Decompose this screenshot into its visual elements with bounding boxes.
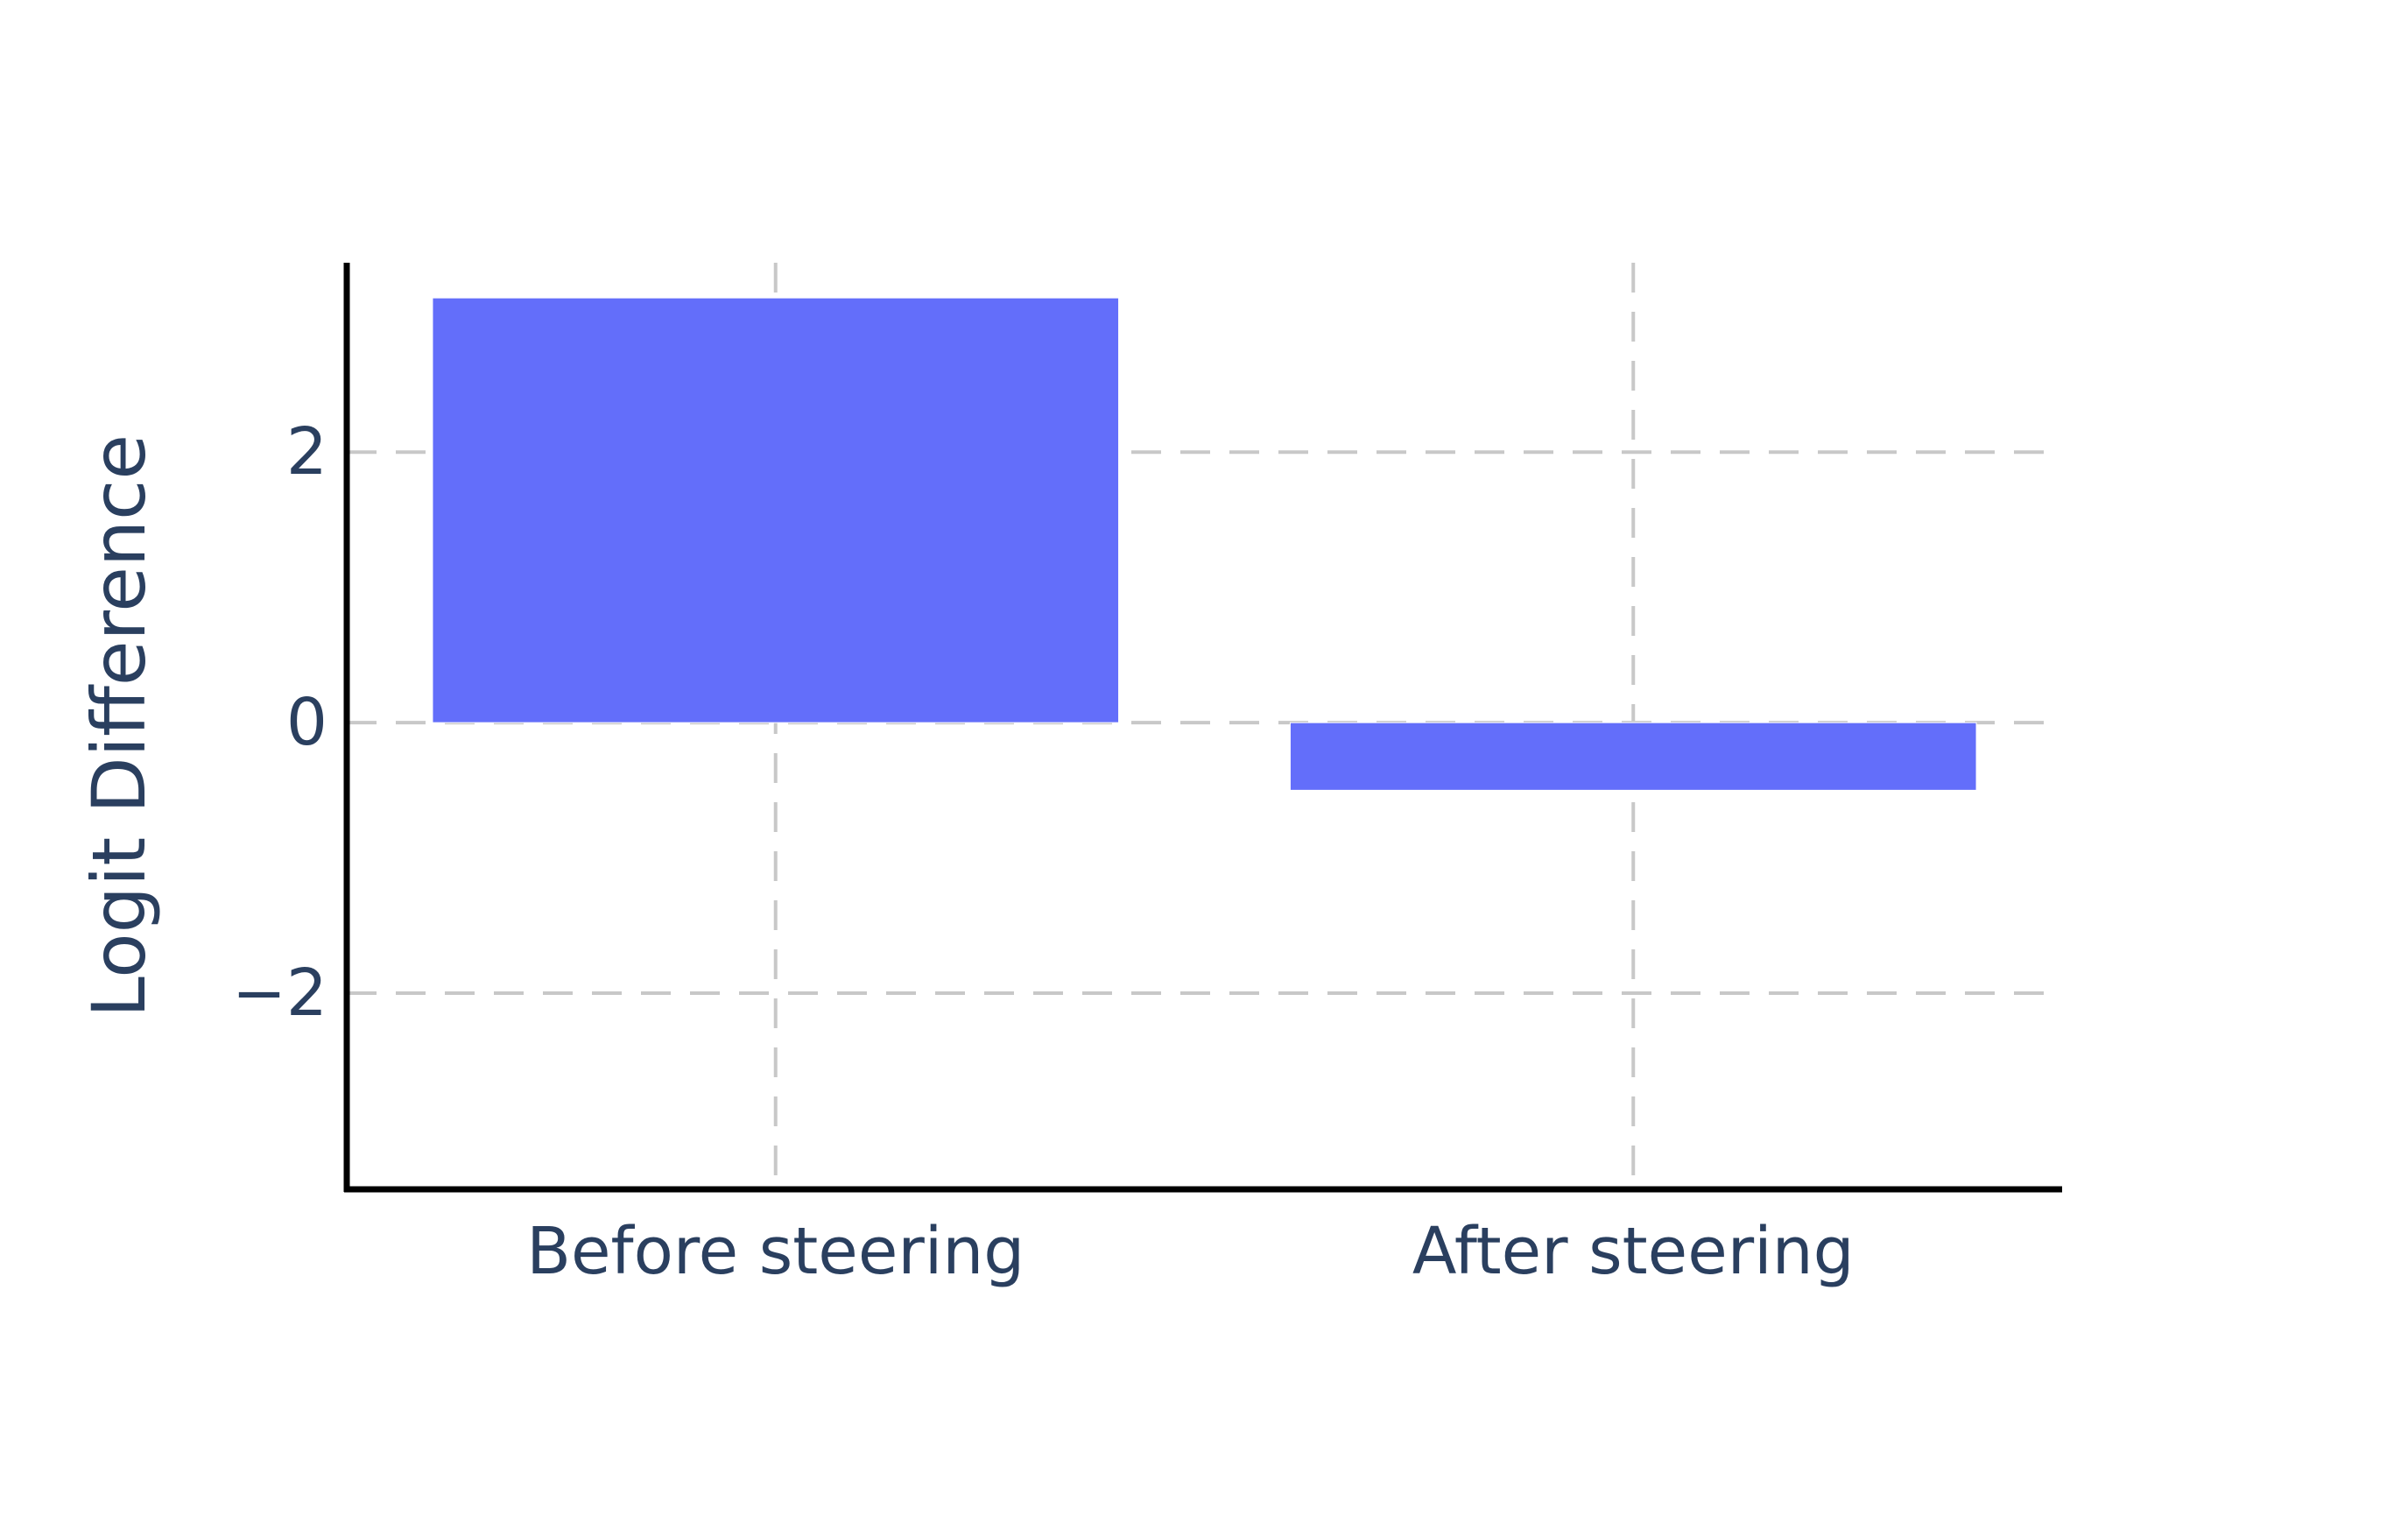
bar bbox=[432, 297, 1120, 723]
x-tick-labels: Before steering After steering bbox=[526, 1214, 1854, 1289]
y-tick-label: 2 bbox=[286, 414, 327, 490]
y-axis-title: Logit Difference bbox=[76, 434, 162, 1018]
bars bbox=[432, 297, 1977, 791]
x-tick-label: After steering bbox=[1412, 1214, 1855, 1289]
y-tick-label: −2 bbox=[232, 955, 327, 1031]
axes bbox=[343, 263, 2062, 1193]
y-tick-labels: −2 0 2 bbox=[232, 414, 327, 1031]
x-tick-label: Before steering bbox=[526, 1214, 1024, 1289]
y-tick-label: 0 bbox=[286, 685, 327, 760]
bar bbox=[1289, 722, 1977, 791]
